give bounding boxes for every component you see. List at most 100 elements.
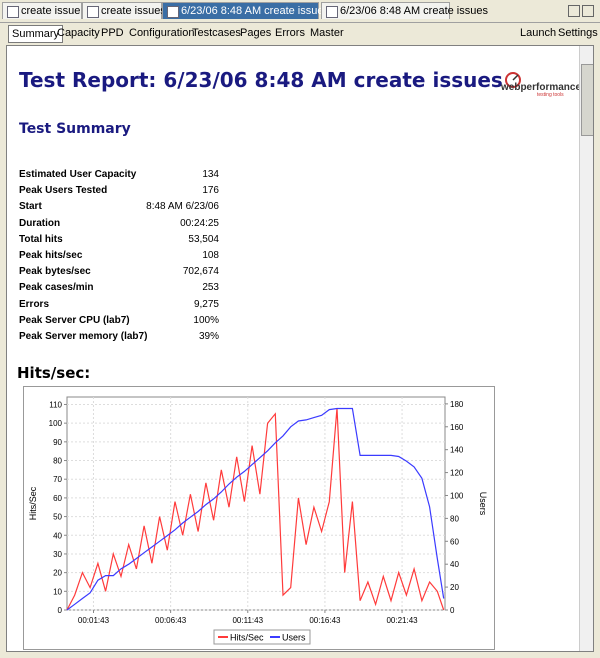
- report: Test Report: 6/23/06 8:48 AM create issu…: [6, 45, 594, 652]
- y-axis-label: Hits/Sec: [28, 486, 38, 520]
- summary-label: Peak bytes/sec: [19, 266, 91, 278]
- logo-mark: [505, 72, 521, 88]
- x-tick-label: 00:11:43: [232, 616, 263, 625]
- summary-value: 9,275: [193, 298, 219, 310]
- tab[interactable]: create issue: [2, 2, 82, 19]
- summary-value: 253: [202, 282, 219, 294]
- y2-tick-label: 180: [450, 400, 464, 409]
- legend-box: [213, 629, 311, 645]
- y2-tick-label: 60: [450, 537, 459, 546]
- y-tick-label: 40: [53, 531, 62, 540]
- series-line: [66, 407, 445, 611]
- y2-tick-label: 20: [450, 583, 459, 592]
- summary-value: 176: [202, 185, 219, 197]
- subtab[interactable]: PPD: [101, 27, 124, 39]
- summary-label: Peak Users Tested: [19, 185, 108, 197]
- tab[interactable]: 6/23/06 8:48 AM create issues: [162, 2, 329, 19]
- tab[interactable]: create issues: [82, 2, 166, 19]
- summary-label: Estimated User Capacity: [19, 169, 137, 180]
- x-tick-label: 00:06:43: [155, 616, 187, 625]
- y-tick-label: 100: [49, 419, 63, 428]
- summary-row: Peak Users Tested 176: [19, 183, 219, 199]
- scrollbar[interactable]: [579, 46, 593, 651]
- action-button[interactable]: Launch: [520, 27, 557, 39]
- y-tick-label: 90: [53, 438, 62, 447]
- report-title: Test Report: 6/23/06 8:48 AM create issu…: [19, 68, 503, 92]
- logo-text: webperformance: [501, 82, 582, 93]
- subtab[interactable]: Configuration: [129, 27, 195, 39]
- y2-tick-label: 160: [450, 423, 464, 432]
- tab-icon: [7, 6, 19, 18]
- summary-row: Start 8:48 AM 6/23/06: [19, 199, 219, 215]
- tab-icon: [326, 6, 338, 18]
- summary-row: Duration 00:24:25: [19, 216, 219, 232]
- summary-label: Peak Server memory (lab7): [19, 331, 148, 342]
- summary-row: Peak Server CPU (lab7) 100%: [19, 313, 219, 329]
- y-tick-label: 10: [53, 587, 62, 596]
- y2-tick-label: 120: [450, 469, 464, 478]
- chart: 0 10 20 30 40 50 60 70 80 90 100 110 0 20 40 60 80 100 120…: [23, 386, 495, 650]
- summary-value: 39%: [198, 331, 219, 342]
- logo-tagline: testing tools: [537, 92, 564, 98]
- y2-tick-label: 80: [450, 514, 459, 523]
- summary-label: Duration: [19, 217, 61, 229]
- y-tick-label: 80: [53, 457, 62, 466]
- summary-value: 8:48 AM 6/23/06: [146, 201, 219, 213]
- y-tick-label: 60: [53, 494, 62, 503]
- summary-label: Peak cases/min: [19, 282, 94, 294]
- plot-area: [66, 396, 446, 611]
- maximize-button[interactable]: [582, 5, 594, 17]
- tab-icon: [87, 6, 99, 18]
- summary-value: 702,674: [182, 266, 219, 278]
- summary-row: Peak cases/min 253: [19, 280, 219, 296]
- summary-value: 53,504: [188, 233, 219, 245]
- x-tick-label: 00:16:43: [309, 616, 341, 625]
- summary-value: 100%: [193, 314, 219, 326]
- legend-label: Hits/Sec: [230, 633, 264, 643]
- action-button[interactable]: Settings: [558, 27, 598, 39]
- summary-row: Peak bytes/sec 702,674: [19, 264, 219, 280]
- y-tick-label: 0: [58, 606, 63, 615]
- summary-row: Estimated User Capacity 134: [19, 167, 219, 183]
- x-tick-label: 00:01:43: [78, 616, 110, 625]
- summary-row: Peak Server memory (lab7) 39%: [19, 329, 219, 345]
- summary-row: Peak hits/sec 108: [19, 248, 219, 264]
- summary-value: 00:24:25: [180, 217, 219, 229]
- tab[interactable]: 6/23/06 8:48 AM create issues: [321, 2, 488, 19]
- x-tick-label: 00:21:43: [386, 616, 418, 625]
- y-tick-label: 20: [53, 569, 62, 578]
- subtab[interactable]: Summary: [8, 25, 64, 43]
- summary-label: Errors: [19, 298, 50, 310]
- summary-label: Peak Server CPU (lab7): [19, 314, 130, 326]
- subtab[interactable]: Testcases: [192, 27, 241, 39]
- y-tick-label: 30: [53, 550, 62, 559]
- summary-value: 108: [202, 250, 219, 261]
- minimize-button[interactable]: [568, 5, 580, 17]
- legend-label: Users: [282, 633, 306, 643]
- y2-tick-label: 140: [450, 446, 464, 455]
- subtab[interactable]: Capacity: [57, 27, 100, 39]
- y2-tick-label: 40: [450, 560, 459, 569]
- y2-axis-label: Users: [478, 492, 488, 516]
- logo: webperformance testing tools: [499, 70, 581, 99]
- y-tick-label: 110: [49, 400, 62, 409]
- summary-label: Peak hits/sec: [19, 250, 83, 261]
- subtab[interactable]: Master: [310, 27, 344, 39]
- y2-tick-label: 100: [450, 491, 464, 500]
- y-tick-label: 70: [53, 475, 62, 484]
- section-title: Test Summary: [19, 121, 131, 137]
- subtab[interactable]: Pages: [240, 27, 272, 39]
- y2-tick-label: 0: [450, 606, 455, 615]
- summary-row: Errors 9,275: [19, 297, 219, 313]
- summary-label: Start: [19, 201, 42, 213]
- subtab[interactable]: Errors: [275, 27, 305, 39]
- y-tick-label: 50: [53, 513, 62, 522]
- scroll-thumb[interactable]: [581, 64, 593, 136]
- summary-value: 134: [202, 169, 219, 180]
- chart-heading: Hits/sec:: [17, 364, 91, 382]
- summary-row: Total hits 53,504: [19, 232, 219, 248]
- summary-label: Total hits: [19, 233, 63, 245]
- separator: [0, 22, 600, 23]
- tab-icon: [167, 6, 179, 18]
